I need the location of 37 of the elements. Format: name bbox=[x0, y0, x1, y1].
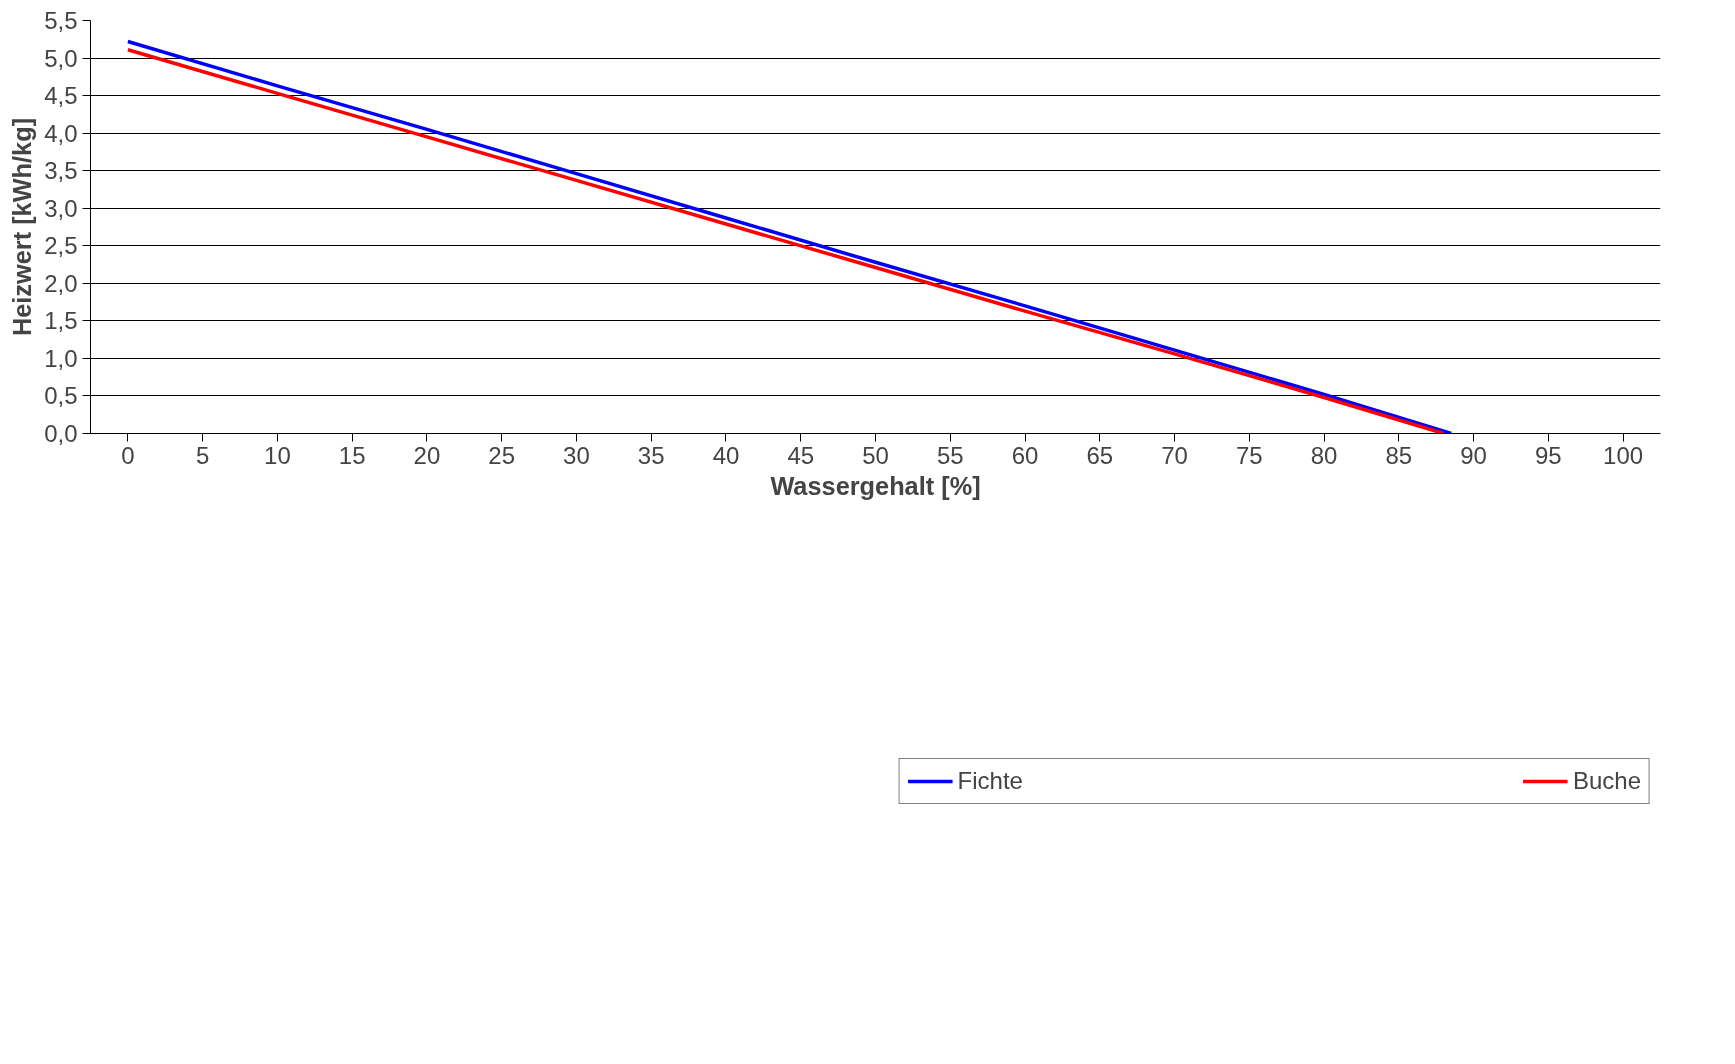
x-tick-label: 55 bbox=[936, 441, 964, 469]
legend-label: Fichte bbox=[957, 767, 1023, 795]
x-tick-label: 70 bbox=[1161, 441, 1188, 469]
x-tick-label: 20 bbox=[413, 441, 441, 469]
x-tick-label: 0 bbox=[121, 441, 135, 469]
y-tick-label: 5,5 bbox=[44, 7, 78, 34]
x-tick-label: 35 bbox=[637, 441, 665, 469]
y-tick-label: 0,0 bbox=[44, 420, 78, 447]
x-tick-label: 10 bbox=[264, 441, 291, 469]
x-tick-label: 100 bbox=[1603, 441, 1644, 469]
y-tick-label: 4,5 bbox=[44, 82, 78, 110]
x-tick-label: 30 bbox=[563, 441, 590, 469]
y-tick-label: 3,5 bbox=[44, 157, 78, 185]
x-tick-label: 40 bbox=[712, 441, 740, 469]
x-tick-label: 65 bbox=[1086, 441, 1114, 469]
x-tick-label: 45 bbox=[787, 441, 815, 469]
y-tick-label: 4,0 bbox=[44, 119, 78, 147]
y-axis-title: Heizwert [kWh/kg] bbox=[8, 117, 37, 337]
x-axis-title: Wassergehalt [%] bbox=[770, 471, 981, 500]
x-tick-label: 85 bbox=[1385, 441, 1413, 469]
y-tick-label: 3,0 bbox=[44, 194, 78, 222]
x-tick-label: 60 bbox=[1011, 441, 1039, 469]
y-tick-label: 5,0 bbox=[44, 44, 78, 72]
x-tick-label: 15 bbox=[338, 441, 366, 469]
x-tick-label: 95 bbox=[1535, 441, 1562, 469]
y-tick-label: 1,0 bbox=[44, 344, 78, 372]
x-tick-label: 50 bbox=[862, 441, 889, 469]
x-tick-label: 25 bbox=[488, 441, 516, 469]
x-tick-label: 90 bbox=[1460, 441, 1487, 469]
x-tick-label: 75 bbox=[1235, 441, 1263, 469]
x-tick-label: 80 bbox=[1310, 441, 1338, 469]
y-tick-label: 1,5 bbox=[44, 307, 78, 335]
legend-label: Buche bbox=[1572, 767, 1641, 795]
x-tick-label: 5 bbox=[195, 441, 210, 469]
y-tick-label: 2,0 bbox=[44, 269, 78, 297]
y-tick-label: 2,5 bbox=[44, 232, 78, 260]
y-tick-label: 0,5 bbox=[44, 382, 78, 410]
